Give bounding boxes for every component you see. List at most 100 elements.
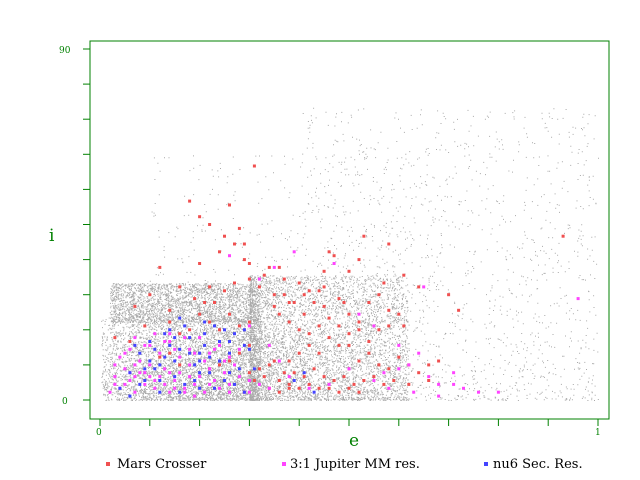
data-point	[242, 390, 246, 394]
data-point	[143, 382, 147, 386]
data-point	[113, 363, 117, 367]
data-point	[357, 359, 361, 363]
data-point	[193, 394, 197, 398]
data-point	[247, 262, 251, 265]
data-point	[267, 265, 271, 269]
data-point	[297, 328, 301, 332]
data-point	[237, 324, 241, 328]
data-point	[397, 367, 401, 371]
data-point	[382, 281, 386, 285]
data-point	[228, 390, 231, 394]
data-point	[292, 250, 296, 254]
data-point	[302, 312, 306, 316]
data-point	[188, 347, 192, 351]
data-point	[247, 347, 251, 351]
data-point	[422, 285, 426, 289]
data-point	[198, 312, 202, 316]
data-point	[148, 293, 152, 297]
data-point	[133, 390, 137, 394]
legend-marker-mars-crosser	[106, 462, 110, 466]
data-point	[242, 258, 246, 262]
data-point	[247, 390, 251, 394]
data-point	[178, 316, 182, 320]
data-point	[462, 386, 465, 390]
data-point	[437, 382, 441, 386]
data-point	[188, 375, 192, 379]
data-point	[427, 363, 431, 367]
data-point	[148, 359, 152, 363]
data-point	[173, 386, 177, 390]
x-axis-ticks	[99, 419, 599, 426]
data-point	[327, 250, 331, 254]
data-point	[307, 382, 311, 386]
legend-label-nu6: nu6 Sec. Res.	[493, 457, 583, 472]
x-tick-label-0: 0	[96, 428, 102, 438]
data-point	[392, 379, 396, 382]
data-point	[218, 340, 221, 343]
data-point	[297, 281, 301, 285]
data-point	[158, 265, 162, 269]
data-point	[322, 269, 326, 273]
legend-marker-nu6	[484, 462, 488, 466]
data-point	[143, 367, 147, 371]
data-point	[183, 336, 187, 340]
data-point	[437, 359, 441, 363]
data-point	[287, 359, 291, 363]
data-point	[223, 371, 226, 375]
data-point	[312, 301, 316, 304]
data-point	[153, 379, 157, 382]
data-point	[282, 277, 286, 281]
data-point	[133, 363, 137, 367]
data-point	[193, 379, 197, 382]
data-point	[168, 332, 172, 336]
legend-label-jupiter-3-1: 3:1 Jupiter MM res.	[290, 457, 420, 472]
data-point	[452, 382, 456, 386]
data-point	[178, 355, 182, 359]
data-point	[452, 371, 456, 375]
data-point	[158, 363, 162, 367]
data-point	[208, 285, 212, 289]
data-point	[327, 382, 331, 386]
data-point	[218, 343, 221, 347]
series-nu6	[118, 316, 316, 398]
data-point	[188, 336, 192, 340]
data-point	[203, 301, 207, 304]
data-point	[247, 324, 251, 328]
y-axis-title: i	[49, 226, 55, 246]
data-point	[247, 320, 251, 324]
data-point	[163, 367, 167, 371]
data-point	[133, 375, 137, 379]
data-point	[228, 340, 231, 343]
data-point	[168, 371, 172, 375]
data-point	[307, 386, 311, 390]
data-point	[168, 320, 172, 324]
data-point	[337, 343, 341, 347]
data-point	[223, 234, 226, 238]
data-point	[183, 386, 187, 390]
data-point	[272, 293, 276, 297]
background-points	[101, 107, 599, 402]
data-point	[337, 297, 341, 301]
data-point	[198, 359, 202, 363]
data-point	[228, 312, 231, 316]
data-point	[327, 336, 331, 340]
data-point	[307, 332, 311, 336]
data-point	[198, 371, 202, 375]
x-tick-label-1: 1	[595, 428, 601, 438]
data-point	[198, 386, 202, 390]
data-point	[193, 382, 197, 386]
data-point	[347, 367, 351, 371]
data-point	[402, 324, 406, 328]
data-point	[198, 336, 202, 340]
data-point	[282, 293, 286, 297]
data-point	[218, 328, 221, 332]
data-point	[128, 347, 132, 351]
data-point	[292, 379, 296, 382]
data-point	[402, 273, 406, 277]
data-point	[158, 379, 162, 382]
data-point	[198, 375, 202, 379]
data-point	[257, 277, 261, 281]
data-point	[178, 332, 182, 336]
data-point	[277, 390, 281, 394]
data-point	[302, 375, 306, 379]
